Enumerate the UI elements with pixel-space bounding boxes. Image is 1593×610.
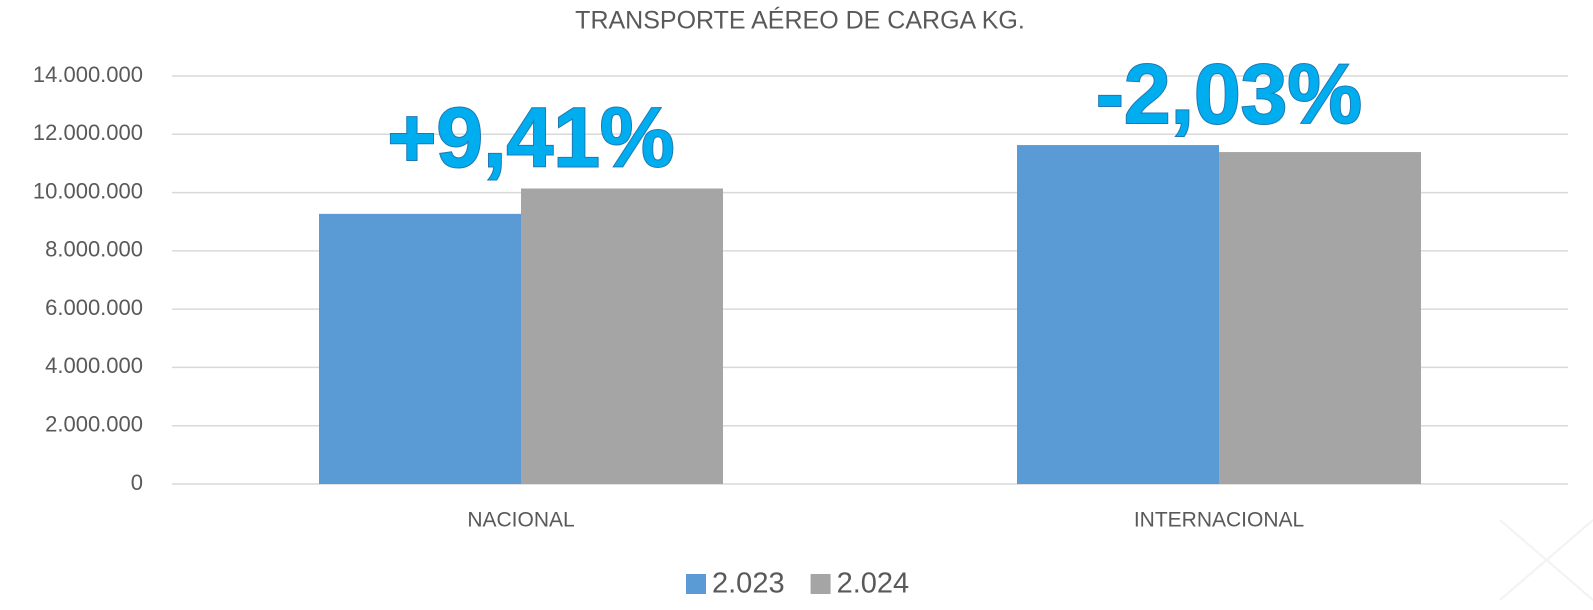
- y-tick-label: 0: [131, 470, 143, 495]
- x-tick-label: INTERNACIONAL: [1134, 509, 1304, 532]
- bar: [1017, 145, 1219, 484]
- legend-swatch: [810, 574, 831, 594]
- y-tick-label: 14.000.000: [33, 62, 143, 87]
- legend-label: 2.024: [837, 568, 910, 600]
- x-tick-label: NACIONAL: [467, 509, 574, 532]
- y-tick-label: 6.000.000: [45, 295, 143, 320]
- y-tick-label: 4.000.000: [45, 353, 143, 378]
- y-tick-label: 2.000.000: [45, 412, 143, 437]
- chart-title: TRANSPORTE AÉREO DE CARGA KG.: [575, 6, 1025, 35]
- y-tick-label: 12.000.000: [33, 120, 143, 145]
- legend-swatch: [686, 574, 706, 594]
- y-tick-label: 8.000.000: [45, 237, 143, 262]
- bar: [521, 188, 723, 484]
- legend-label: 2.023: [712, 568, 785, 600]
- bar: [319, 213, 521, 485]
- y-tick-label: 10.000.000: [33, 178, 143, 203]
- annotation: -2,03%: [1096, 47, 1362, 141]
- bar: [1219, 152, 1421, 484]
- annotation: +9,41%: [387, 90, 674, 184]
- decoration: [1499, 519, 1593, 601]
